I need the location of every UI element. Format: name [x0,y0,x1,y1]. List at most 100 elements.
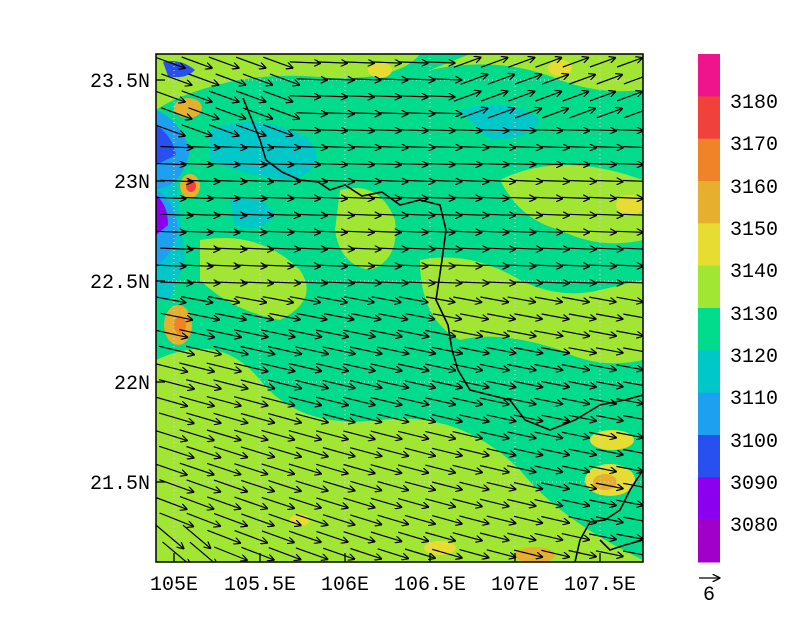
colorbar-label: 3130 [730,304,778,327]
wind-vector [431,414,462,422]
wind-vector [486,180,515,181]
wind-vector [589,197,616,198]
wind-vector [261,496,294,508]
wind-vector [568,516,596,523]
wind-vector [207,265,239,266]
wind-vector [459,214,488,215]
wind-vector [189,541,217,562]
wind-vector [623,347,643,353]
wind-vector [541,347,569,353]
wind-vector [425,296,454,302]
wind-vector [186,479,221,492]
wind-vector [162,541,191,562]
wind-vector [534,197,562,198]
wind-vector [453,296,481,302]
lon-label: 107E [491,574,539,597]
wind-vector [568,414,596,421]
wind-vector [350,313,380,320]
wind-vector [534,130,562,131]
wind-vector [398,96,428,97]
wind-vector [568,147,596,148]
wind-vector [241,546,273,559]
wind-vector [425,231,455,232]
wind-vector [541,248,568,249]
colorbar-swatch [698,181,720,224]
wind-vector [595,516,623,523]
wind-vector [215,107,245,119]
wind-vector [323,313,353,320]
wind-vector [397,498,428,507]
wind-vector [405,180,434,181]
wind-vector [206,396,241,406]
wind-vector [425,531,454,541]
wind-vector [156,56,185,68]
wind-vector [180,163,213,164]
wind-vector [487,313,515,319]
wind-vector [595,282,623,283]
wind-vector [595,181,623,182]
wind-vector [323,147,354,148]
wind-vector [425,130,455,131]
wind-vector [623,281,643,284]
wind-vector [261,329,294,337]
wind-vector [207,197,239,198]
wind-vector [616,92,642,102]
field-band [156,348,643,562]
wind-vector [296,79,326,80]
wind-vector [623,213,643,216]
wind-vector [486,147,515,148]
wind-vector [589,296,615,302]
wind-vector [425,329,455,336]
wind-vector [160,214,192,215]
wind-vector [404,514,435,524]
wind-vector [295,547,327,559]
wind-vector [213,412,248,423]
wind-vector [479,498,508,506]
wind-vector [371,96,400,97]
wind-vector [207,163,239,164]
lat-label: 22.5N [90,272,150,295]
wind-vector [371,296,401,302]
wind-vector [235,296,266,303]
wind-vector [268,446,300,457]
wind-vector [214,248,246,249]
wind-vector [480,164,508,165]
wind-vector [235,90,265,102]
wind-vector [425,464,455,473]
wind-vector [240,412,274,423]
lon-label: 105E [150,574,198,597]
colorbar-swatch [698,96,720,140]
wind-vector [404,447,435,456]
wind-vector [268,513,301,525]
wind-vector [452,397,482,405]
wind-vector [534,397,563,404]
wind-vector [486,346,516,354]
wind-vector [623,381,643,387]
wind-vector [370,531,401,541]
wind-vector [453,92,481,102]
wind-vector [187,312,219,319]
wind-vector [479,330,509,337]
wind-vector [397,363,428,371]
plot-frame [155,53,644,563]
wind-vector [179,429,214,440]
wind-vector [397,464,428,473]
wind-vector [541,414,569,421]
wind-vector [288,497,321,508]
wind-vector [288,430,321,440]
field-warm-spot [548,60,572,76]
wind-vector [233,396,267,406]
wind-vector [616,58,642,68]
wind-vector [316,96,347,97]
wind-vector [158,412,194,423]
wind-vector [561,130,589,131]
wind-vector [541,75,568,85]
wind-vector [514,147,542,148]
wind-vector [378,313,407,320]
wind-vector [459,414,488,422]
wind-vector [161,107,191,119]
wind-vector [344,197,374,198]
wind-vector [541,482,569,489]
wind-vector [377,480,408,491]
wind-vector [269,180,300,181]
